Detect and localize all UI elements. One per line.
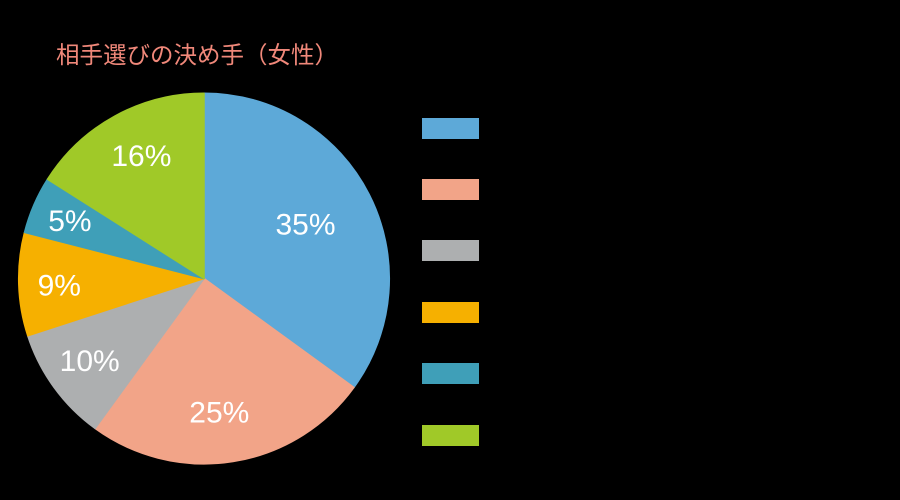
svg-text:25%: 25% — [189, 396, 249, 429]
svg-text:5%: 5% — [48, 205, 91, 238]
svg-text:16%: 16% — [111, 140, 171, 173]
svg-text:10%: 10% — [60, 345, 120, 378]
svg-text:9%: 9% — [38, 270, 81, 303]
svg-text:35%: 35% — [275, 209, 335, 242]
